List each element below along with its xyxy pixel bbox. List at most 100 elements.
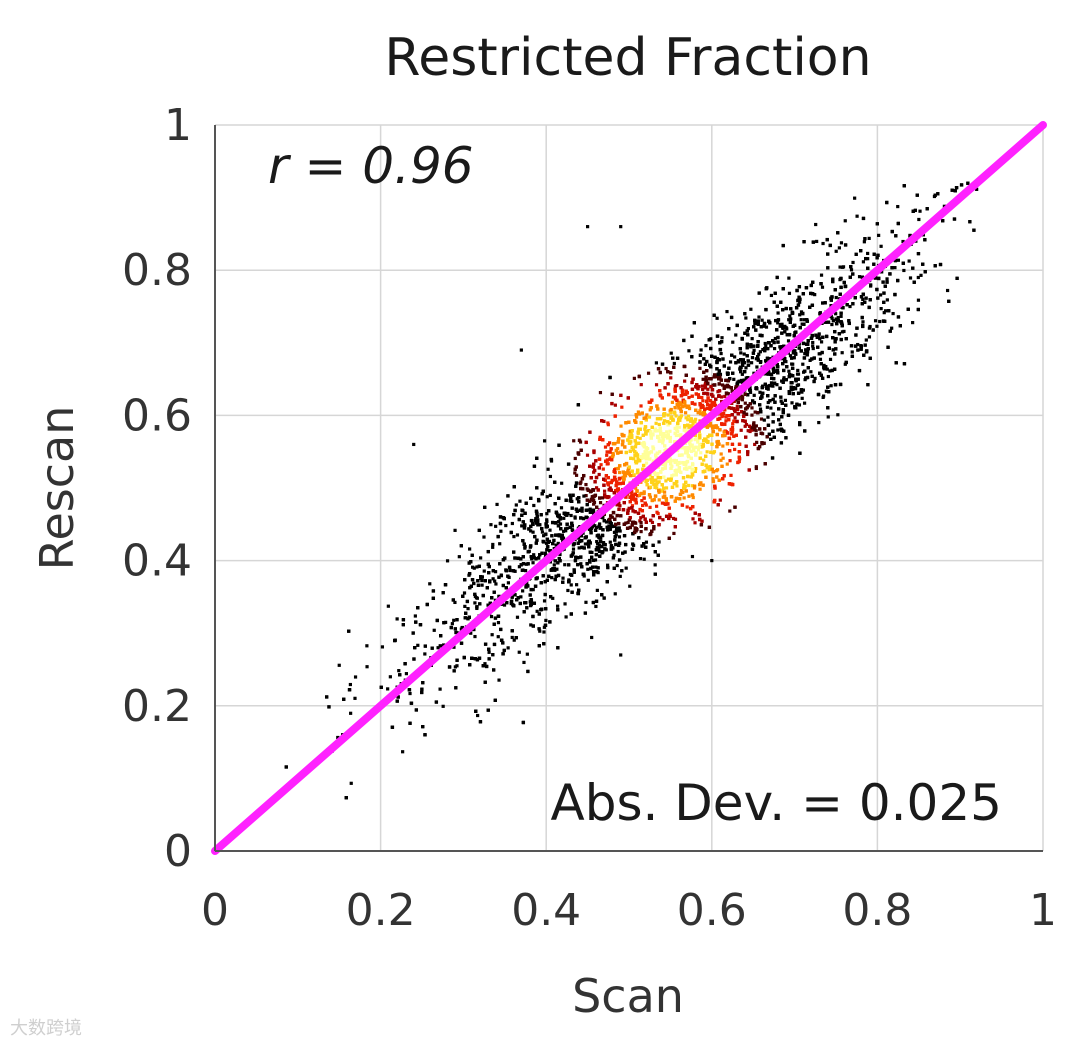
scatter-point: [564, 529, 568, 533]
scatter-point: [683, 379, 687, 383]
scatter-point: [733, 447, 737, 452]
scatter-point: [560, 481, 564, 485]
scatter-point: [551, 596, 555, 600]
scatter-point: [799, 318, 803, 322]
scatter-point: [719, 452, 723, 456]
scatter-point: [636, 456, 640, 460]
scatter-point: [672, 473, 676, 477]
scatter-point: [639, 383, 643, 387]
scatter-point: [711, 477, 715, 481]
scatter-point: [786, 339, 791, 343]
scatter-point: [604, 520, 609, 524]
scatter-point: [755, 365, 759, 369]
scatter-point: [856, 342, 860, 347]
scatter-point: [641, 463, 646, 468]
scatter-point: [520, 568, 524, 572]
scatter-point: [790, 362, 794, 366]
scatter-point: [819, 340, 824, 344]
scatter-point: [793, 331, 797, 335]
scatter-point: [818, 337, 822, 341]
scatter-point: [671, 516, 676, 521]
scatter-point: [493, 570, 498, 574]
scatter-point: [627, 506, 631, 510]
scatter-point: [686, 414, 691, 418]
scatter-point: [769, 293, 774, 298]
scatter-point: [657, 498, 661, 502]
scatter-point: [771, 384, 775, 388]
scatter-point: [684, 411, 688, 415]
scatter-point: [655, 510, 659, 514]
scatter-point: [712, 450, 717, 454]
scatter-point: [626, 469, 630, 473]
scatter-point: [918, 209, 922, 213]
scatter-point: [691, 422, 695, 426]
scatter-point: [657, 422, 661, 427]
scatter-point: [644, 540, 649, 544]
scatter-point: [733, 416, 737, 420]
scatter-point: [694, 466, 698, 471]
scatter-point: [337, 663, 341, 667]
scatter-point: [829, 384, 833, 388]
scatter-point: [666, 477, 670, 481]
scatter-point: [838, 265, 842, 269]
scatter-point: [679, 433, 683, 437]
scatter-point: [577, 546, 581, 550]
scatter-point: [742, 352, 746, 356]
scatter-point: [879, 244, 883, 248]
scatter-point: [349, 711, 353, 715]
scatter-point: [600, 496, 605, 500]
scatter-point: [487, 650, 491, 654]
scatter-point: [606, 563, 610, 567]
scatter-point: [408, 691, 412, 696]
scatter-point: [613, 470, 617, 475]
scatter-point: [798, 313, 802, 317]
scatter-point: [740, 372, 744, 376]
scatter-point: [690, 484, 695, 488]
scatter-point: [513, 569, 517, 573]
scatter-point: [732, 377, 736, 381]
scatter-point: [542, 439, 547, 443]
scatter-point: [593, 558, 598, 562]
scatter-point: [660, 501, 665, 505]
scatter-point: [638, 557, 643, 561]
scatter-point: [471, 565, 475, 569]
scatter-point: [728, 459, 732, 463]
scatter-point: [907, 259, 911, 263]
scatter-point: [679, 407, 683, 411]
scatter-point: [579, 562, 583, 566]
scatter-point: [666, 413, 670, 417]
scatter-point: [684, 466, 688, 470]
scatter-point: [575, 583, 579, 587]
scatter-point: [761, 347, 765, 352]
scatter-point: [544, 618, 548, 623]
scatter-point: [840, 351, 844, 355]
scatter-point: [739, 351, 743, 355]
scatter-point: [657, 489, 661, 493]
scatter-point: [671, 395, 676, 399]
scatter-point: [653, 563, 657, 567]
scatter-point: [632, 376, 636, 380]
scatter-point: [718, 498, 722, 502]
scatter-point: [634, 415, 639, 419]
scatter-point: [602, 489, 607, 493]
scatter-point: [664, 486, 669, 490]
scatter-point: [499, 529, 503, 533]
scatter-point: [788, 314, 792, 318]
scatter-point: [725, 309, 729, 314]
scatter-point: [453, 600, 457, 605]
scatter-point: [517, 650, 521, 654]
scatter-point: [510, 635, 514, 640]
scatter-point: [916, 275, 920, 280]
scatter-point: [648, 485, 653, 489]
scatter-point: [867, 326, 872, 330]
scatter-point: [584, 482, 588, 487]
scatter-point: [670, 400, 675, 404]
scatter-point: [457, 555, 461, 559]
scatter-point: [764, 359, 768, 363]
scatter-point: [837, 246, 841, 250]
scatter-point: [614, 533, 618, 537]
scatter-point: [617, 470, 622, 475]
scatter-point: [830, 322, 834, 327]
scatter-point: [675, 384, 679, 388]
scatter-point: [444, 620, 448, 624]
